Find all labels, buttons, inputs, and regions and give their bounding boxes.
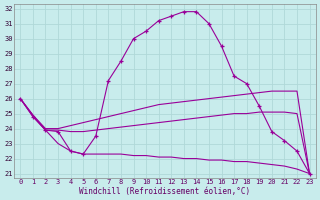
X-axis label: Windchill (Refroidissement éolien,°C): Windchill (Refroidissement éolien,°C) bbox=[79, 187, 251, 196]
